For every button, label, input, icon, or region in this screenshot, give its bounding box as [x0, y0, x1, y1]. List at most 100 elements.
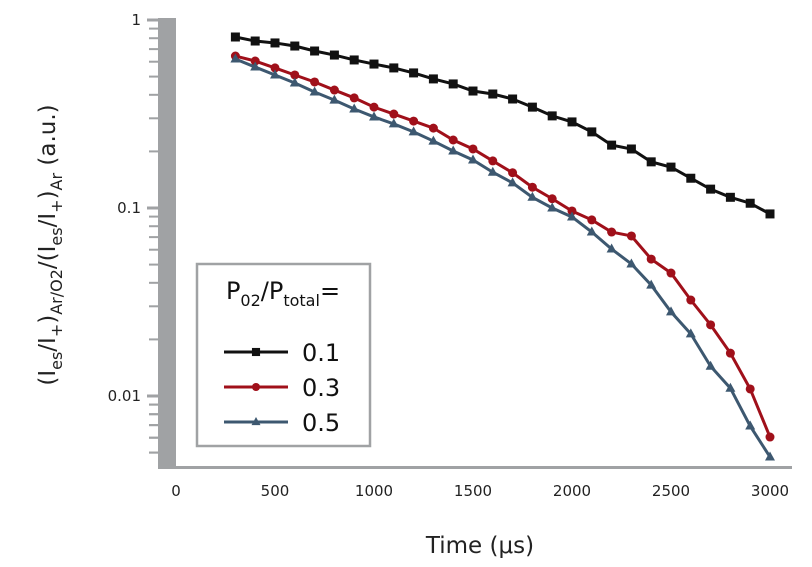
triangle-marker: [230, 53, 241, 63]
circle-marker: [488, 156, 498, 166]
y-minor-tick: [149, 93, 158, 96]
circle-marker: [706, 320, 716, 330]
circle-marker: [329, 85, 339, 95]
y-minor-tick: [149, 338, 158, 341]
circle-marker: [428, 123, 438, 133]
circle-marker: [251, 382, 261, 392]
square-marker: [290, 41, 300, 51]
legend-item-0.3: 0.3: [224, 374, 340, 402]
circle-marker: [646, 254, 656, 264]
x-tick-label: 500: [261, 482, 290, 500]
circle-marker: [508, 168, 518, 178]
square-marker: [706, 184, 716, 194]
circle-marker: [369, 102, 379, 112]
y-minor-tick: [149, 263, 158, 266]
triangle-marker: [468, 154, 478, 164]
y-major-tick: [147, 394, 158, 398]
circle-marker: [409, 116, 419, 126]
square-marker: [389, 63, 399, 73]
series-0.1: [230, 32, 775, 219]
x-tick-label: 0: [171, 482, 181, 500]
triangle-marker: [586, 226, 597, 236]
square-marker: [626, 144, 636, 154]
y-minor-tick: [149, 281, 158, 284]
triangle-marker: [685, 328, 696, 338]
triangle-marker: [606, 243, 617, 253]
square-marker: [251, 347, 261, 357]
y-minor-tick: [149, 436, 158, 439]
x-axis-title: Time (μs): [425, 533, 534, 559]
legend-item-0.5: 0.5: [224, 409, 340, 437]
triangle-marker: [567, 211, 577, 221]
square-marker: [310, 46, 320, 56]
legend: P02/Ptotal= 0.1 0.3 0.5: [195, 262, 372, 448]
y-minor-tick: [149, 413, 158, 416]
x-tick-label: 1500: [454, 482, 492, 500]
square-marker: [409, 68, 419, 78]
triangle-marker: [250, 61, 261, 71]
legend-item-0.1: 0.1: [224, 339, 340, 367]
legend-label: 0.5: [302, 409, 340, 437]
circle-marker: [527, 182, 537, 192]
legend-label: 0.3: [302, 374, 340, 402]
square-marker: [587, 127, 597, 137]
y-minor-tick: [149, 27, 158, 30]
y-major-tick: [147, 206, 158, 210]
y-minor-tick: [149, 403, 158, 406]
square-marker: [468, 86, 478, 96]
y-minor-tick: [149, 236, 158, 239]
x-axis-line: [158, 466, 792, 469]
triangle-marker: [329, 94, 340, 104]
triangle-marker: [527, 191, 538, 201]
square-marker: [230, 32, 240, 42]
square-marker: [607, 140, 617, 150]
square-marker: [745, 198, 755, 208]
y-tick-label: 0.1: [117, 199, 141, 217]
triangle-marker: [646, 279, 657, 289]
triangle-marker: [507, 177, 518, 187]
y-minor-tick: [149, 248, 158, 251]
y-minor-tick: [149, 150, 158, 153]
circle-marker: [686, 295, 696, 305]
circle-marker: [448, 135, 458, 145]
circle-marker: [250, 56, 260, 66]
square-marker: [329, 50, 339, 60]
circle-marker: [290, 70, 300, 80]
y-minor-tick: [149, 451, 158, 454]
y-minor-tick: [149, 225, 158, 228]
square-marker: [270, 38, 280, 48]
square-marker: [369, 59, 379, 69]
y-tick-label: 1: [131, 11, 141, 29]
triangle-marker: [626, 258, 637, 268]
circle-marker: [567, 206, 577, 216]
square-marker: [686, 173, 696, 183]
triangle-marker: [725, 382, 736, 392]
y-minor-tick: [149, 117, 158, 120]
square-marker: [250, 36, 260, 46]
circle-marker: [349, 93, 359, 103]
y-major-tick: [147, 18, 158, 22]
square-marker: [666, 162, 676, 172]
square-marker: [567, 117, 577, 127]
triangle-marker: [705, 360, 716, 370]
circle-marker: [607, 227, 617, 237]
triangle-marker: [487, 166, 498, 176]
square-marker: [725, 192, 735, 202]
triangle-marker: [369, 111, 379, 121]
y-tick-label: 0.01: [108, 387, 141, 405]
triangle-marker: [745, 420, 756, 430]
triangle-marker: [666, 306, 676, 316]
legend-box: [195, 262, 372, 448]
triangle-marker: [349, 103, 360, 113]
x-tick-label: 2000: [553, 482, 591, 500]
y-ticks: 1 0.1 0.01: [108, 11, 158, 454]
square-marker: [527, 102, 537, 112]
series-line: [234, 57, 772, 458]
series-0.5: [230, 53, 775, 461]
triangle-marker: [547, 202, 558, 212]
series-0.3: [230, 51, 775, 442]
square-marker: [765, 209, 775, 219]
triangle-marker: [448, 145, 459, 155]
x-tick-label: 2500: [652, 482, 690, 500]
